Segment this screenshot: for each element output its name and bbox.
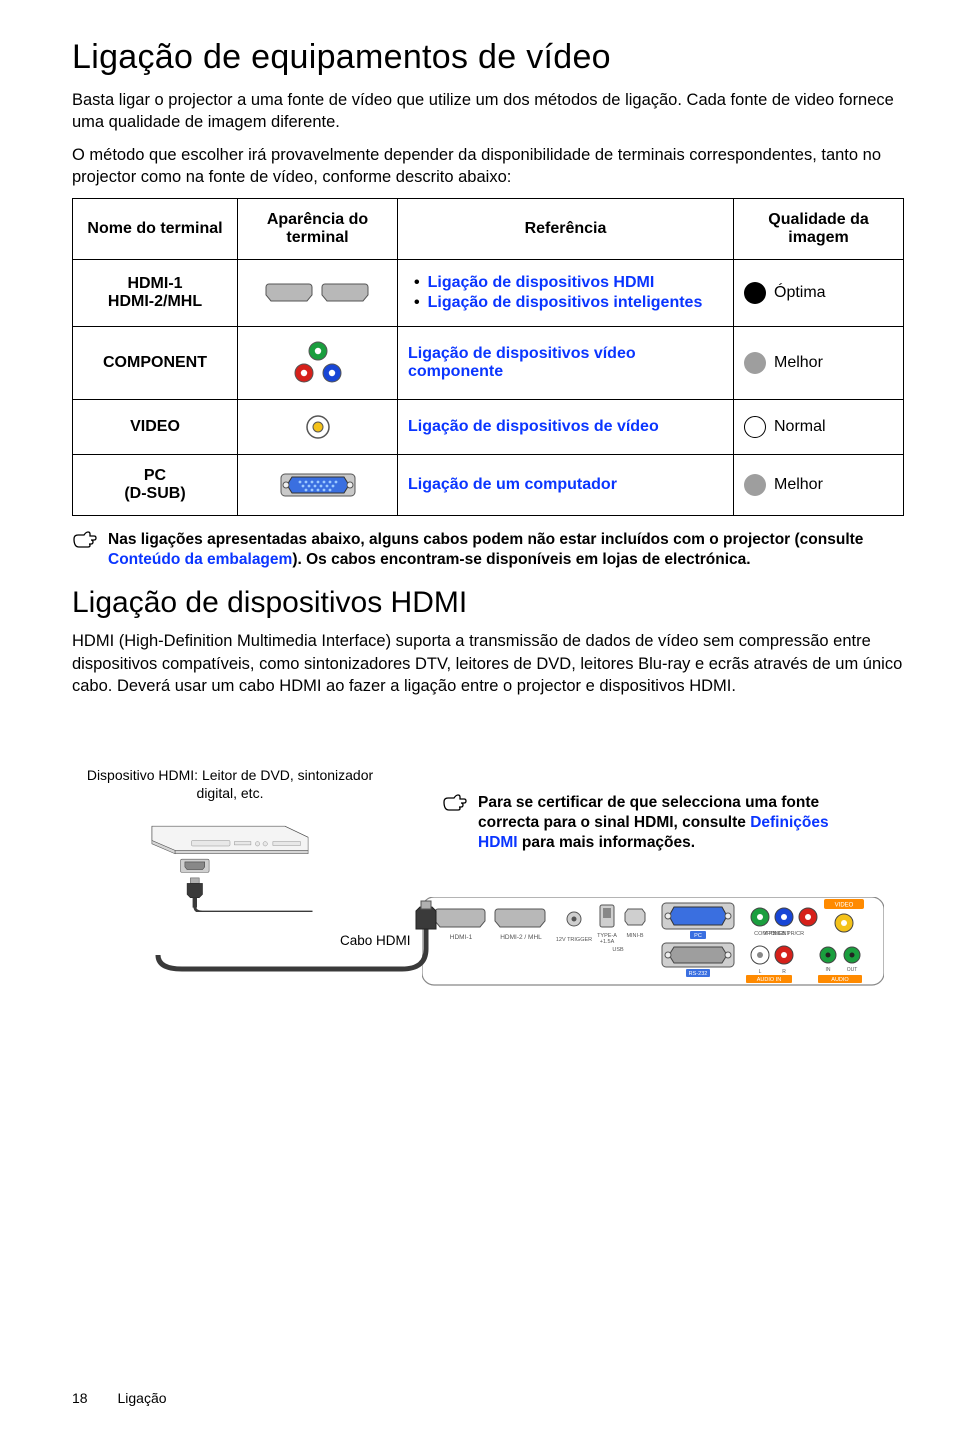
svg-text:12V TRIGGER: 12V TRIGGER [556, 937, 592, 943]
quality-label-optima: Óptima [774, 284, 826, 302]
terminal-name-hdmi2: HDMI-2/MHL [108, 293, 202, 310]
pointing-hand-icon [72, 530, 98, 550]
svg-text:OUT: OUT [847, 967, 858, 973]
hdmi-port-icon [263, 278, 373, 308]
th-reference: Referência [398, 199, 734, 260]
terminal-name-video: VIDEO [73, 400, 238, 455]
svg-text:R: R [782, 969, 786, 975]
pointing-hand-icon [442, 793, 468, 813]
hdmi-tip: Para se certificar de que selecciona uma… [442, 793, 872, 853]
link-component-video[interactable]: Ligação de dispositivos vídeo componente [408, 345, 636, 380]
table-row: PC (D-SUB) Ligação de um computador Melh… [73, 455, 904, 516]
svg-text:MINI-B: MINI-B [626, 933, 643, 939]
table-row: VIDEO Ligação de dispositivos de vídeo N… [73, 400, 904, 455]
terminal-name-pc: PC [144, 467, 166, 484]
composite-port-icon [303, 412, 333, 442]
svg-text:RS-232: RS-232 [689, 971, 708, 977]
quality-dot-better-icon [744, 352, 766, 374]
svg-text:AUDIO: AUDIO [831, 977, 849, 983]
page-footer: 18 Ligação [72, 1390, 167, 1406]
cable-label: Cabo HDMI [340, 933, 411, 948]
section-name: Ligação [117, 1390, 166, 1406]
quality-label-melhor: Melhor [774, 354, 823, 372]
page-number: 18 [72, 1390, 88, 1406]
link-hdmi-devices[interactable]: Ligação de dispositivos HDMI [428, 274, 655, 291]
vga-port-icon [280, 468, 356, 502]
terminal-name-hdmi1: HDMI-1 [127, 275, 182, 292]
link-package-contents[interactable]: Conteúdo da embalagem [108, 551, 292, 568]
quality-dot-best-icon [744, 282, 766, 304]
note1-pre: Nas ligações apresentadas abaixo, alguns… [108, 531, 863, 548]
quality-dot-better-icon [744, 474, 766, 496]
dvd-player-icon [80, 802, 380, 912]
note-cables: Nas ligações apresentadas abaixo, alguns… [72, 530, 904, 570]
tip-post: para mais informações. [518, 834, 695, 851]
svg-text:HDMI-2 / MHL: HDMI-2 / MHL [500, 934, 542, 941]
quality-dot-normal-icon [744, 416, 766, 438]
link-video-devices[interactable]: Ligação de dispositivos de vídeo [408, 418, 659, 435]
svg-text:COMPONENT: COMPONENT [754, 931, 790, 937]
quality-label-normal: Normal [774, 418, 826, 436]
section-title-hdmi: Ligação de dispositivos HDMI [72, 586, 904, 620]
intro-paragraph-1: Basta ligar o projector a uma fonte de v… [72, 89, 904, 134]
svg-text:USB: USB [612, 947, 624, 953]
link-smart-devices[interactable]: Ligação de dispositivos inteligentes [428, 294, 703, 311]
table-header-row: Nome do terminal Aparência do terminal R… [73, 199, 904, 260]
svg-text:HDMI-1: HDMI-1 [450, 934, 473, 941]
note1-post: ). Os cabos encontram-se disponíveis em … [292, 551, 750, 568]
table-row: COMPONENT Ligação de dispositivos vídeo … [73, 327, 904, 400]
th-name: Nome do terminal [73, 199, 238, 260]
component-port-icon [288, 339, 348, 387]
connection-table: Nome do terminal Aparência do terminal R… [72, 198, 904, 516]
svg-text:PC: PC [694, 933, 702, 939]
th-appearance: Aparência do terminal [238, 199, 398, 260]
projector-rear-panel-icon: HDMI-1 HDMI-2 / MHL 12V TRIGGER TYPE-A +… [422, 897, 884, 987]
terminal-name-dsub: (D-SUB) [124, 485, 185, 502]
th-quality: Qualidade da imagem [734, 199, 904, 260]
svg-text:VIDEO: VIDEO [835, 903, 854, 909]
svg-text:L: L [759, 969, 762, 975]
hdmi-paragraph: HDMI (High-Definition Multimedia Interfa… [72, 630, 904, 697]
svg-text:+1.5A: +1.5A [600, 939, 615, 945]
terminal-name-component: COMPONENT [73, 327, 238, 400]
svg-text:AUDIO IN: AUDIO IN [757, 977, 781, 983]
table-row: HDMI-1 HDMI-2/MHL Ligação de dispositivo… [73, 260, 904, 327]
intro-paragraph-2: O método que escolher irá provavelmente … [72, 144, 904, 189]
svg-text:IN: IN [826, 967, 831, 973]
dvd-caption: Dispositivo HDMI: Leitor de DVD, sintoni… [80, 767, 380, 802]
quality-label-melhor2: Melhor [774, 476, 823, 494]
page-title: Ligação de equipamentos de vídeo [72, 38, 904, 77]
link-computer[interactable]: Ligação de um computador [408, 476, 617, 493]
connection-diagram: Dispositivo HDMI: Leitor de DVD, sintoni… [72, 707, 904, 997]
